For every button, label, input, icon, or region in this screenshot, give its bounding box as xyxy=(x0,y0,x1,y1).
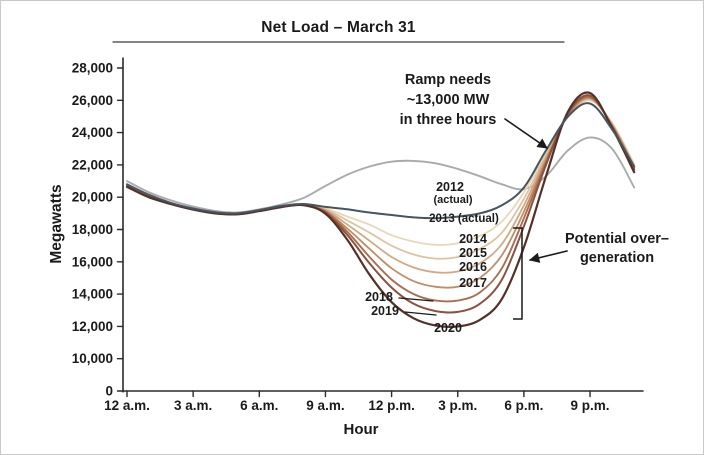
x-tick-label: 6 a.m. xyxy=(240,398,278,413)
series-line-2020 xyxy=(125,91,636,328)
x-tick-label: 3 p.m. xyxy=(438,398,477,413)
y-tick-label: 28,000 xyxy=(72,61,113,76)
series-line-2017 xyxy=(126,96,636,289)
x-tick-label: 3 a.m. xyxy=(174,398,212,413)
series-line-2012 xyxy=(126,136,636,214)
y-tick-label: 0 xyxy=(105,384,113,399)
series-line-2018 xyxy=(126,95,636,303)
chart-title: Net Load – March 31 xyxy=(261,19,416,36)
y-tick-label: 22,000 xyxy=(72,157,113,172)
overgen-annotation-text: generation xyxy=(580,250,654,266)
y-tick-label: 14,000 xyxy=(72,287,113,302)
series-label-2020: 2020 xyxy=(434,321,462,335)
series-label-leader xyxy=(404,311,437,316)
y-tick-label: 26,000 xyxy=(72,93,113,108)
ramp-annotation-text: in three hours xyxy=(400,112,497,128)
x-tick-label: 12 a.m. xyxy=(104,398,150,413)
x-tick-label: 6 p.m. xyxy=(504,398,543,413)
x-tick-label: 12 p.m. xyxy=(368,398,415,413)
series-line-2015 xyxy=(126,98,636,260)
x-tick-label: 9 p.m. xyxy=(571,398,610,413)
y-tick-label: 24,000 xyxy=(72,125,113,140)
overgen-bracket xyxy=(513,227,523,320)
series-line-2016 xyxy=(126,97,636,274)
series-label-2019: 2019 xyxy=(371,304,399,318)
series-label-2014: 2014 xyxy=(459,232,487,246)
y-tick-label: 16,000 xyxy=(72,254,113,269)
y-tick-label: 20,000 xyxy=(72,190,113,205)
series-line-2019 xyxy=(126,94,636,314)
series-label-2018: 2018 xyxy=(365,290,393,304)
series-label-leader xyxy=(398,297,434,302)
x-tick-label: 9 a.m. xyxy=(306,398,344,413)
series-label-2017: 2017 xyxy=(459,276,487,290)
overgen-annotation-text: Potential over– xyxy=(565,231,669,247)
y-tick-label: 10,000 xyxy=(72,351,113,366)
series-label-2013actual: 2013 (actual) xyxy=(429,213,499,225)
series-label-2016: 2016 xyxy=(459,260,487,274)
series-line-2014 xyxy=(126,99,636,246)
y-tick-label: 12,000 xyxy=(72,319,113,334)
ramp-annotation-text: Ramp needs xyxy=(405,72,491,88)
y-tick-label: 18,000 xyxy=(72,222,113,237)
ramp-arrow xyxy=(504,118,548,149)
series-label-actual: (actual) xyxy=(433,194,472,206)
x-axis-title: Hour xyxy=(343,421,379,438)
overgen-arrow xyxy=(528,250,568,263)
ramp-annotation-text: ~13,000 MW xyxy=(407,92,490,108)
series-label-2015: 2015 xyxy=(459,246,487,260)
series-label-2012: 2012 xyxy=(436,180,464,194)
